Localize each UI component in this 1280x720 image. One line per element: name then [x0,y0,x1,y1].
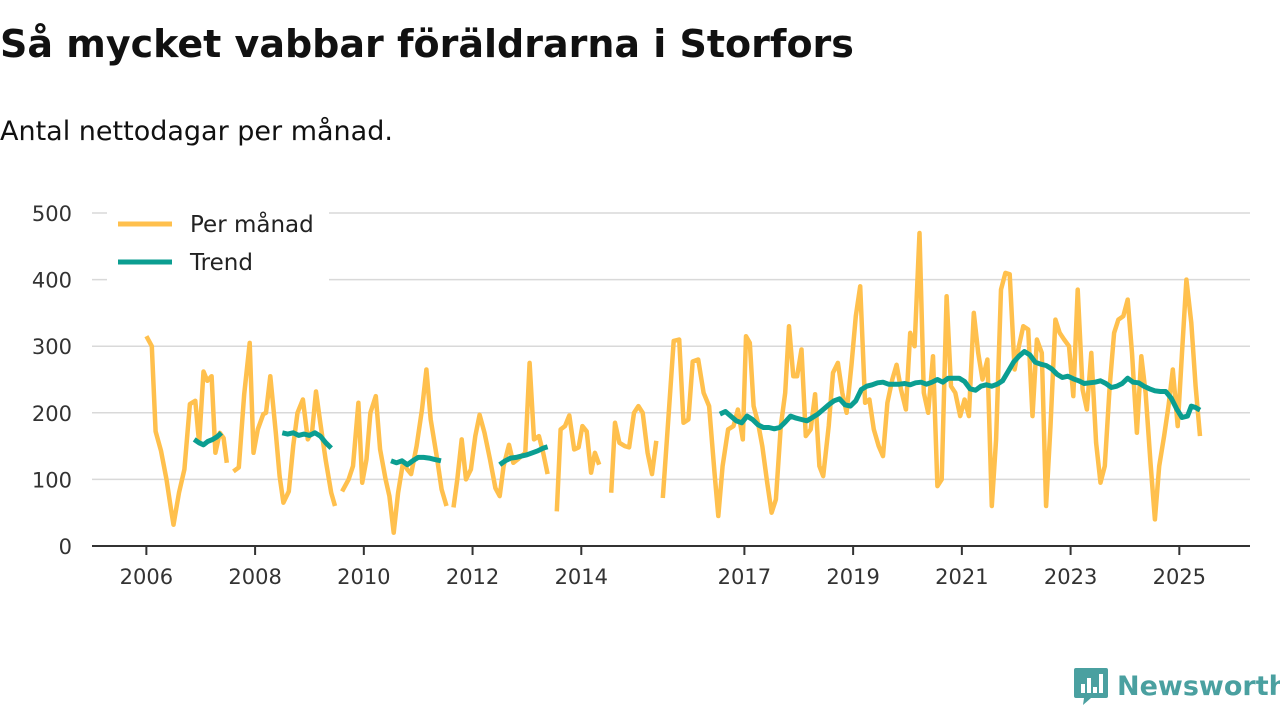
newsworthy-logo: Newsworthy [1073,666,1280,706]
brand-name: Newsworthy [1117,670,1280,702]
chart-title: Så mycket vabbar föräldrarna i Storfors [0,22,854,66]
series-per-manad-segment-1-1 [451,360,550,508]
y-tick-label-100: 100 [32,468,72,492]
x-tick-label-2012: 2012 [446,565,499,589]
series-trend-segment-2-2 [390,454,442,468]
y-tick-label-0: 0 [59,535,72,559]
y-axis-ticks: 0 100 200 300 400 500 [32,202,72,559]
chart-subtitle: Antal nettodagar per månad. [0,116,393,147]
x-tick-label-2025: 2025 [1153,565,1206,589]
x-axis-ticks: 2006 2008 2010 2012 2014 2017 2019 2021 2023 2025 [120,546,1206,589]
series-trend-segment-2-4 [718,349,1202,432]
x-tick-label-2023: 2023 [1044,565,1097,589]
x-tick-label-2014: 2014 [555,565,608,589]
x-tick-label-2008: 2008 [228,565,281,589]
series-per-manad-segment-0-0 [144,335,230,527]
series-per-manad-segment-0-1 [232,340,338,507]
series-per-manad-segment-1-2 [554,413,602,512]
y-tick-label-400: 400 [32,269,72,293]
series-trend-segment-2-0 [192,430,224,448]
series-per-manad-segment-1-4 [660,230,1203,522]
legend-background [107,205,329,281]
legend-label-trend: Trend [189,250,253,276]
newsworthy-logo-icon [1074,668,1108,705]
x-tick-label-2019: 2019 [826,565,879,589]
series-trend-segment-2-3 [498,444,549,467]
x-tick-label-2010: 2010 [337,565,390,589]
x-tick-label-2017: 2017 [718,565,771,589]
series-lines [144,230,1203,535]
series-per-manad-segment-1-0 [340,367,449,535]
x-tick-label-2021: 2021 [935,565,988,589]
y-tick-label-200: 200 [32,402,72,426]
legend: Per månad Trend [107,205,329,281]
series-per-manad-segment-1-3 [608,403,659,493]
series-trend-segment-2-1 [281,430,333,450]
y-tick-label-500: 500 [32,202,72,226]
x-tick-label-2006: 2006 [120,565,173,589]
y-tick-label-300: 300 [32,335,72,359]
legend-label-per-manad: Per månad [190,210,314,238]
